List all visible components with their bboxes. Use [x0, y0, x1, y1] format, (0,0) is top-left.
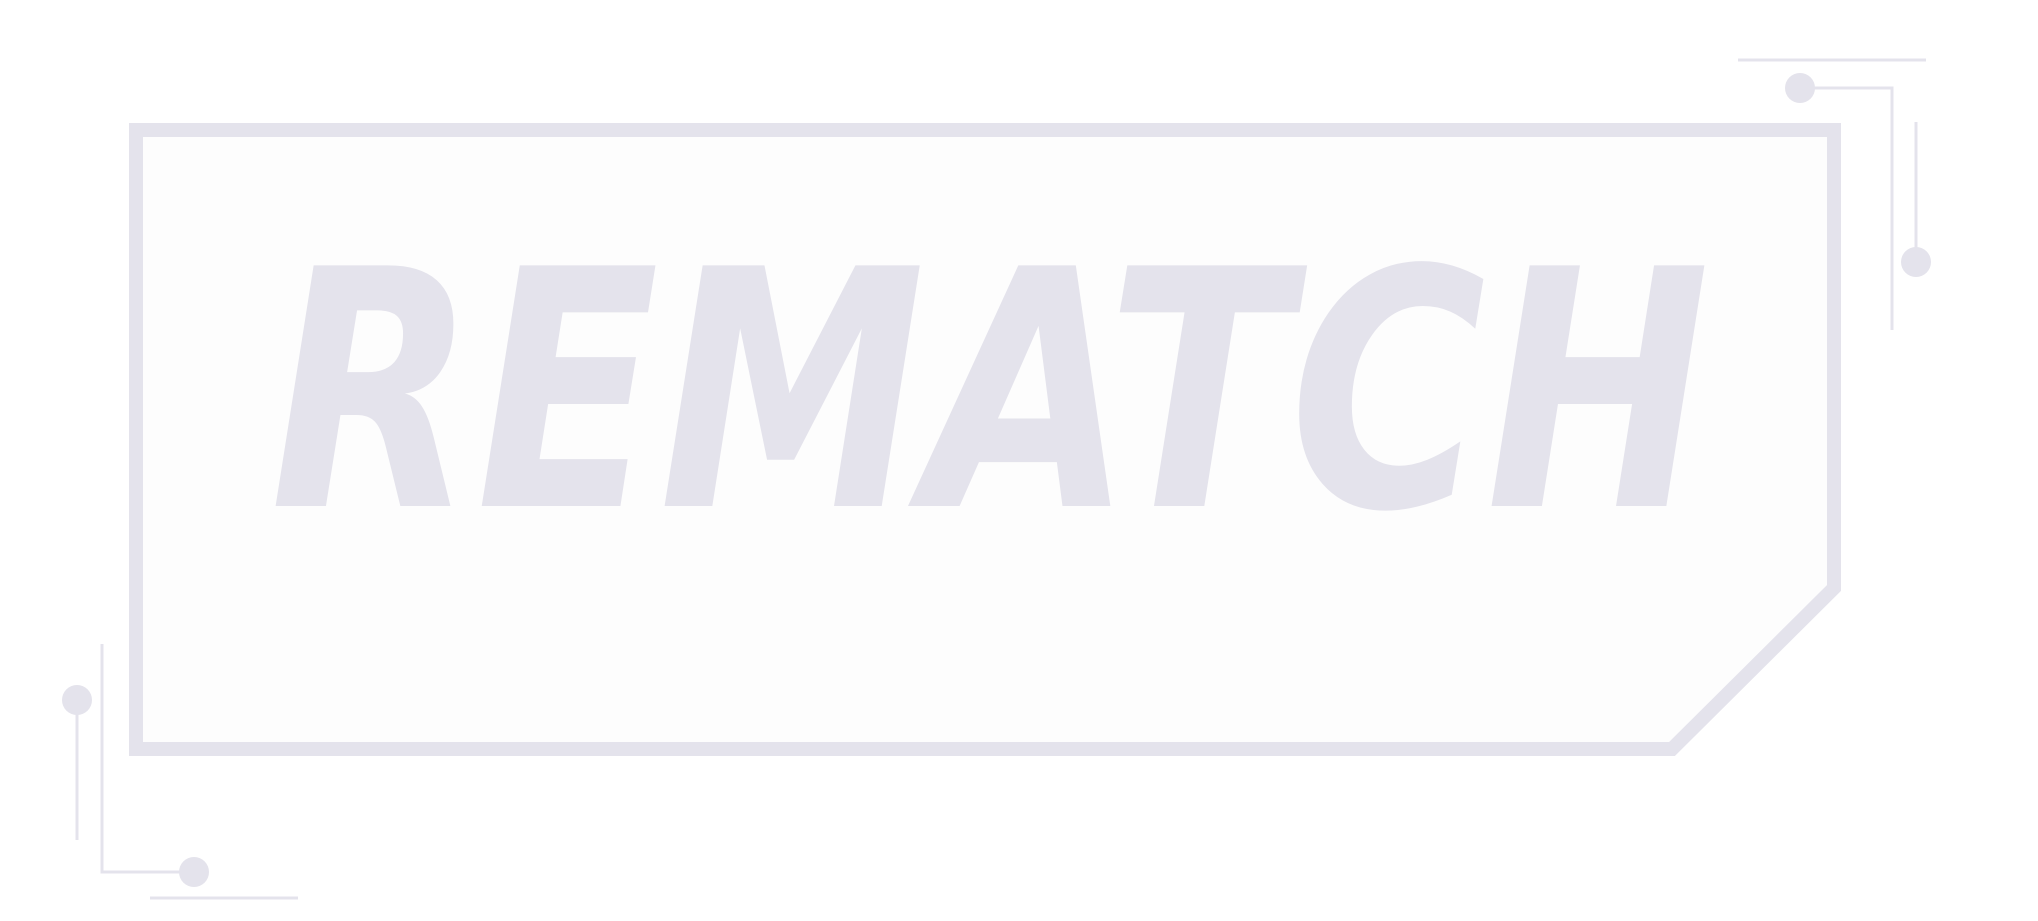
button-frame[interactable]: [129, 123, 1841, 756]
circuit-node-icon: [1785, 73, 1815, 103]
circuit-node-icon: [62, 685, 92, 715]
circuit-decoration-top-right: [1738, 58, 1926, 330]
circuit-node-icon: [179, 857, 209, 887]
circuit-decoration-bottom-left: [75, 644, 298, 900]
circuit-node-icon: [1901, 247, 1931, 277]
button-label: REMATCH: [270, 200, 1710, 584]
